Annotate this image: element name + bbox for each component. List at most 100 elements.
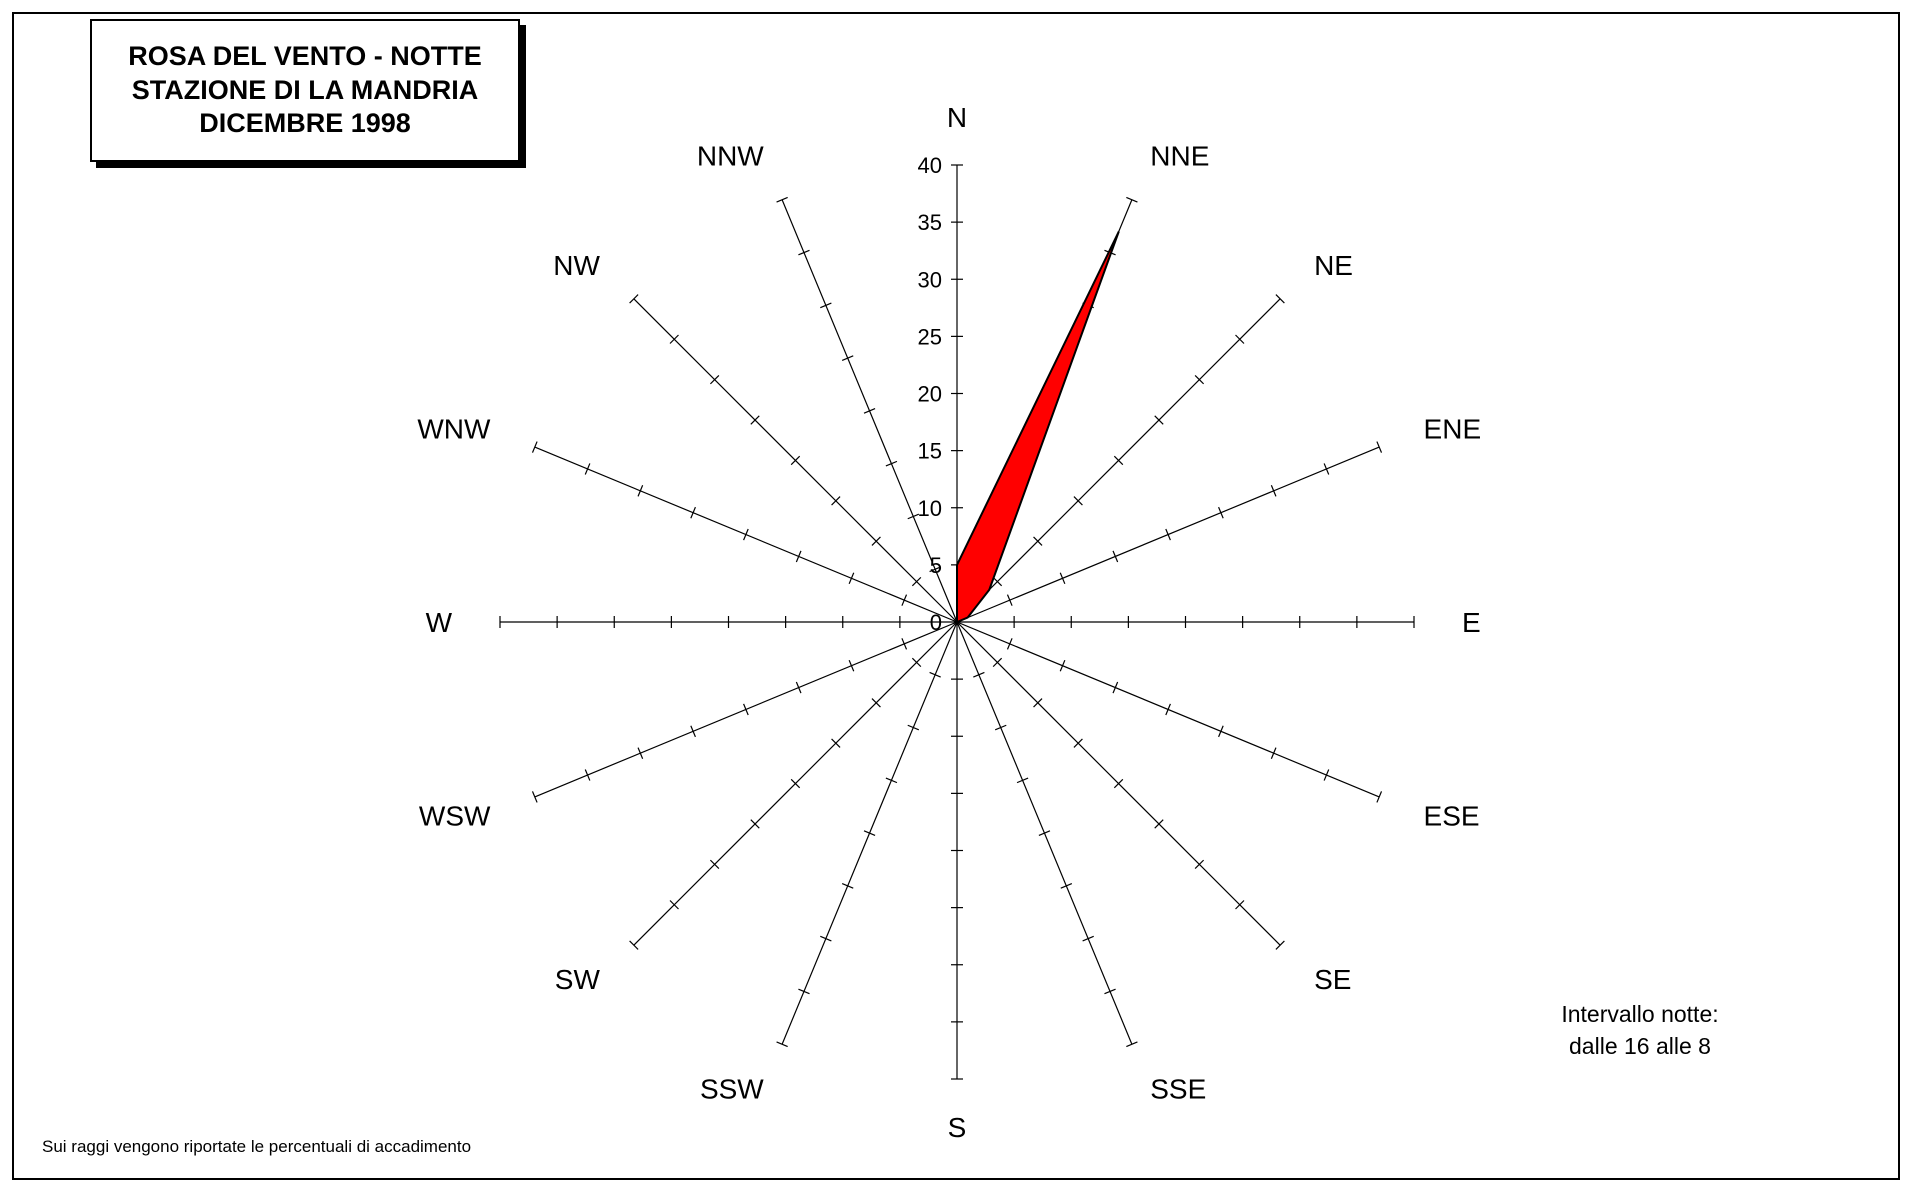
tick-nnw-8: [776, 196, 788, 203]
tick-ssw-2: [907, 724, 920, 731]
tick-ene-5: [1218, 506, 1224, 519]
radial-tick-label-35: 35: [918, 210, 942, 235]
tick-ese-2: [1059, 659, 1066, 672]
tick-ese-3: [1112, 681, 1119, 694]
tick-sse-5: [1060, 883, 1073, 889]
radial-tick-label-15: 15: [918, 439, 942, 464]
direction-labels: N NNE NE ENE E ESE SE SSE S SSW SW WSW W WNW NW NNW: [417, 102, 1481, 1143]
tick-nw-8: [629, 294, 639, 304]
tick-ssw-5: [841, 883, 854, 889]
tick-ese-4: [1165, 703, 1171, 716]
tick-ne-5: [1154, 415, 1164, 425]
tick-sw-7: [669, 900, 679, 910]
tick-wnw-7: [584, 463, 591, 475]
direction-label-sw: SW: [555, 964, 601, 995]
direction-label-n: N: [947, 102, 967, 133]
tick-se-6: [1194, 859, 1205, 870]
tick-wsw-4: [743, 703, 749, 716]
chart-title-box: ROSA DEL VENTO - NOTTE STAZIONE DI LA MA…: [90, 19, 520, 162]
tick-wnw-8: [531, 441, 538, 453]
tick-wnw-2: [848, 572, 855, 585]
tick-se-3: [1073, 738, 1083, 748]
direction-label-wnw: WNW: [417, 414, 491, 445]
tick-se-2: [1033, 698, 1043, 708]
direction-label-wsw: WSW: [419, 800, 491, 831]
tick-sse-8: [1126, 1041, 1138, 1048]
tick-ene-3: [1112, 550, 1119, 563]
interval-note: Intervallo notte: dalle 16 alle 8: [1520, 998, 1760, 1062]
direction-label-s: S: [948, 1112, 967, 1143]
direction-label-ese: ESE: [1424, 800, 1480, 831]
tick-wsw-3: [795, 681, 802, 694]
tick-sse-4: [1038, 830, 1051, 836]
tick-nnw-1: [929, 566, 941, 573]
tick-ene-2: [1059, 572, 1066, 585]
tick-nnw-2: [907, 513, 920, 520]
tick-nw-4: [790, 455, 801, 466]
tick-nw-5: [750, 415, 760, 425]
wind-frequency-polygon: [956, 231, 1120, 624]
tick-sse-7: [1104, 988, 1116, 995]
tick-nw-6: [709, 374, 720, 385]
tick-ssw-1: [929, 671, 941, 678]
tick-ne-7: [1235, 334, 1245, 344]
tick-wsw-7: [584, 769, 591, 781]
tick-wsw-1: [901, 638, 908, 650]
tick-nw-3: [831, 496, 841, 506]
tick-ene-4: [1165, 528, 1171, 541]
direction-label-nw: NW: [553, 250, 600, 281]
direction-label-ssw: SSW: [700, 1074, 764, 1105]
tick-ne-8: [1275, 294, 1285, 304]
tick-sw-6: [709, 859, 720, 870]
tick-wsw-2: [848, 659, 855, 672]
tick-sw-8: [629, 940, 639, 950]
tick-se-7: [1235, 900, 1245, 910]
radial-tick-label-10: 10: [918, 496, 942, 521]
direction-label-w: W: [426, 607, 453, 638]
radial-tick-labels: 0 5 10 15 20 25 30 35 40: [918, 153, 942, 635]
tick-ene-6: [1270, 485, 1277, 497]
tick-sse-2: [994, 724, 1007, 731]
tick-se-5: [1154, 819, 1164, 829]
footnote: Sui raggi vengono riportate le percentua…: [42, 1137, 472, 1156]
radial-tick-label-0: 0: [930, 610, 942, 635]
tick-wnw-4: [743, 528, 749, 541]
radial-axes: [499, 164, 1415, 1080]
tick-nnw-3: [885, 460, 898, 467]
tick-sw-3: [831, 738, 841, 748]
direction-label-nnw: NNW: [697, 140, 764, 171]
radial-tick-label-40: 40: [918, 153, 942, 178]
tick-nnw-4: [863, 408, 876, 414]
tick-sw-4: [790, 778, 801, 789]
tick-ese-7: [1323, 769, 1330, 781]
tick-ssw-3: [885, 777, 898, 784]
tick-se-4: [1113, 778, 1124, 789]
tick-wnw-6: [637, 485, 644, 497]
tick-ne-1: [992, 576, 1003, 587]
tick-wsw-8: [531, 791, 538, 803]
direction-label-ene: ENE: [1424, 414, 1482, 445]
tick-nnw-7: [798, 249, 810, 256]
tick-ne-3: [1073, 496, 1083, 506]
direction-label-ne: NE: [1314, 250, 1353, 281]
tick-wnw-3: [795, 550, 802, 563]
tick-sw-1: [911, 657, 922, 668]
tick-wsw-5: [690, 725, 696, 738]
title-line-1: ROSA DEL VENTO - NOTTE: [128, 40, 482, 71]
tick-sw-5: [750, 819, 760, 829]
tick-nnw-6: [820, 302, 832, 309]
tick-ssw-6: [820, 935, 832, 942]
interval-note-line-2: dalle 16 alle 8: [1569, 1033, 1711, 1060]
tick-wnw-1: [901, 594, 908, 606]
title-line-2: STAZIONE DI LA MANDRIA: [131, 74, 479, 105]
direction-label-e: E: [1462, 607, 1481, 638]
tick-sse-6: [1082, 935, 1094, 942]
tick-ssw-8: [776, 1041, 788, 1048]
direction-label-se: SE: [1314, 964, 1351, 995]
tick-nnw-5: [841, 355, 854, 361]
tick-nw-2: [871, 536, 881, 546]
tick-sse-3: [1016, 777, 1029, 784]
tick-ene-7: [1323, 463, 1330, 475]
tick-nne-8: [1126, 196, 1138, 203]
tick-ene-1: [1006, 594, 1013, 606]
